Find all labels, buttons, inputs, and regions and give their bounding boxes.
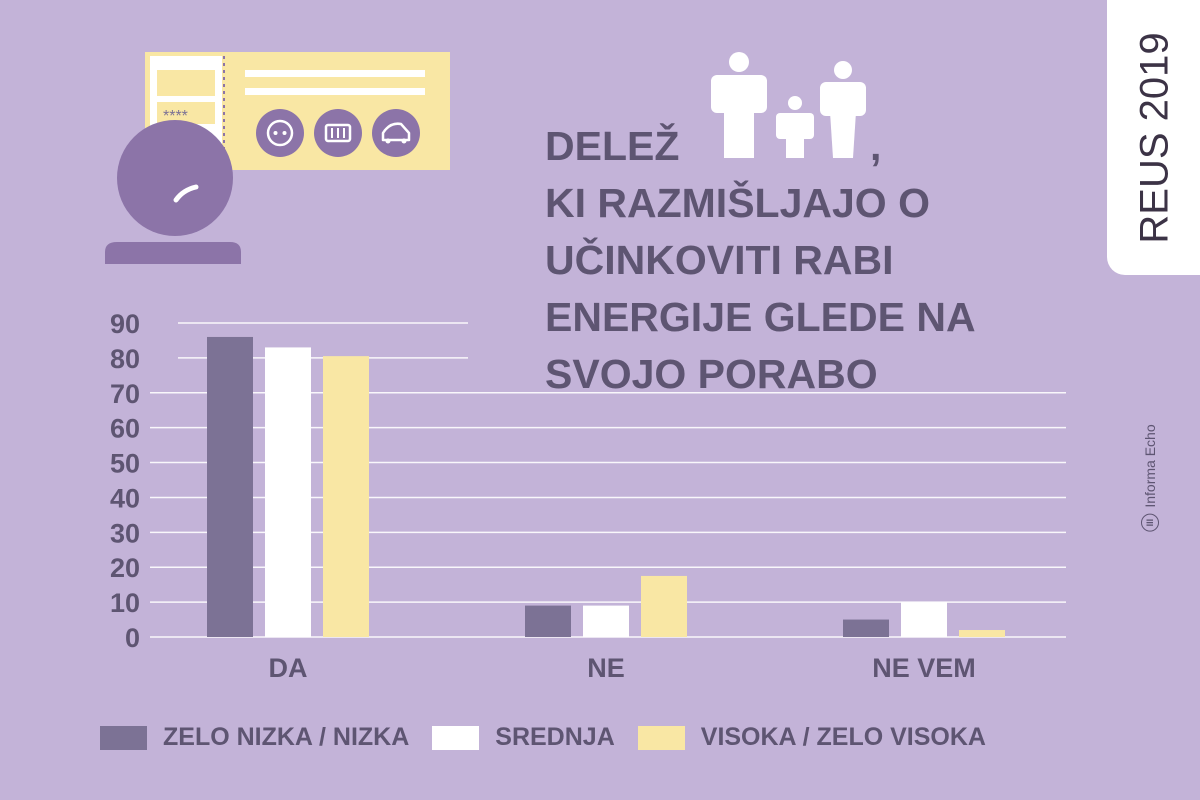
y-tick-label: 60 (110, 414, 140, 444)
title-line-5: SVOJO PORABO (545, 351, 878, 397)
bar (641, 575, 687, 637)
y-tick-label: 70 (110, 379, 140, 409)
x-tick-label: NE VEM (872, 653, 976, 683)
y-tick-label: 20 (110, 553, 140, 583)
bar (323, 356, 369, 637)
legend-label-low: ZELO NIZKA / NIZKA (163, 723, 410, 751)
bar (843, 619, 889, 637)
title-line-1: DELEŽ (545, 123, 680, 169)
y-tick-label: 10 (110, 588, 140, 618)
bar (901, 602, 947, 637)
legend-item: SREDNJA (432, 723, 615, 752)
legend: ZELO NIZKA / NIZKA SREDNJA VISOKA / ZELO… (100, 723, 1009, 752)
y-tick-label: 80 (110, 344, 140, 374)
side-tab (1107, 0, 1200, 275)
bar (525, 605, 571, 637)
legend-swatch-low (100, 725, 147, 750)
family-icon (711, 52, 866, 158)
gauge-icon (173, 184, 199, 203)
title-line-2: KI RAZMIŠLJAJO O (545, 180, 930, 226)
y-tick-label: 30 (110, 518, 140, 548)
title-line-3: UČINKOVITI RABI (545, 237, 894, 283)
bar (207, 336, 253, 637)
legend-swatch-medium (432, 725, 480, 750)
bar (959, 630, 1005, 637)
socket-icon (256, 109, 304, 157)
chart-title: DELEŽ , KI RAZMIŠLJAJO O UČINKOVITI RABI… (545, 118, 976, 403)
x-tick-label: NE (587, 653, 625, 683)
x-tick-label: DA (269, 653, 308, 683)
person-icon (105, 120, 241, 264)
legend-label-medium: SREDNJA (495, 723, 615, 751)
bar (583, 605, 629, 637)
y-tick-label: 50 (110, 449, 140, 479)
title-line-4: ENERGIJE GLEDE NA (545, 294, 976, 340)
heater-icon (314, 109, 362, 157)
bar (265, 347, 311, 637)
title-comma: , (870, 123, 882, 169)
car-icon (372, 109, 420, 157)
y-tick-label: 0 (125, 623, 140, 653)
legend-label-high: VISOKA / ZELO VISOKA (700, 723, 986, 751)
legend-item: VISOKA / ZELO VISOKA (637, 723, 986, 752)
y-tick-label: 90 (110, 309, 140, 339)
legend-swatch-high (637, 725, 685, 750)
y-tick-label: 40 (110, 483, 140, 513)
legend-item: ZELO NIZKA / NIZKA (100, 723, 409, 752)
